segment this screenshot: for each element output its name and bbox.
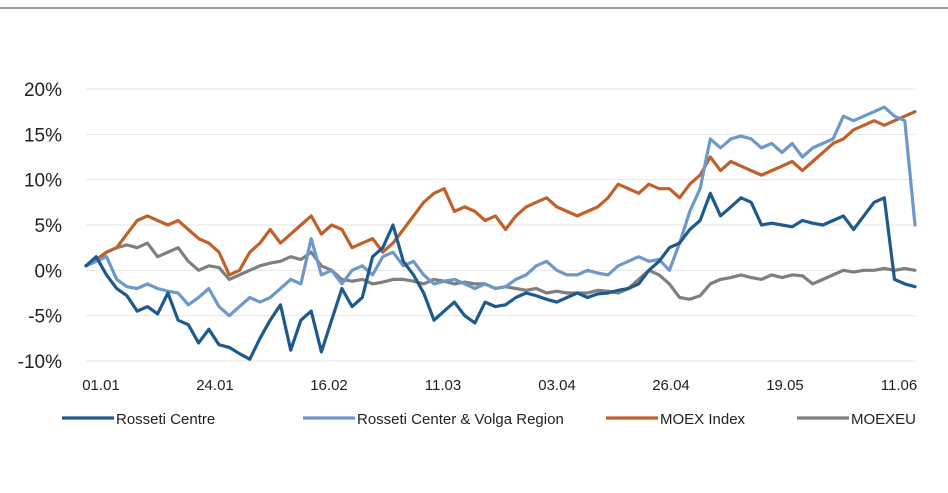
y-tick-label: 20%	[24, 80, 62, 101]
series-line-1	[84, 105, 917, 318]
x-tick-label: 19.05	[766, 377, 804, 394]
x-tick-label: 26.04	[652, 377, 690, 394]
x-tick-label: 24.01	[196, 377, 234, 394]
x-tick-label: 16.02	[310, 377, 348, 394]
y-tick-label: 10%	[24, 171, 62, 192]
top-divider	[0, 7, 948, 9]
x-tick-label: 01.01	[82, 377, 120, 394]
y-tick-label: 0%	[35, 261, 63, 282]
legend-label: Rosseti Centre	[116, 411, 215, 428]
y-tick-label: 5%	[35, 216, 63, 237]
x-tick-label: 11.03	[425, 377, 461, 394]
series-line-2	[84, 110, 917, 277]
y-tick-label: 15%	[24, 125, 62, 146]
x-tick-label: 11.06	[881, 377, 917, 394]
x-tick-label: 03.04	[538, 377, 576, 394]
legend-label: MOEXEU	[851, 411, 916, 428]
legend-label: Rosseti Center & Volga Region	[357, 411, 564, 428]
series-line-0	[84, 191, 917, 361]
x-axis-ticks: 01.01 24.01 16.02 11.03 03.04 26.04 19.05 11.06	[82, 377, 917, 394]
y-axis-ticks: 20% 15% 10% 5% 0% -5% -10%	[18, 80, 62, 373]
y-tick-label: -10%	[18, 352, 62, 373]
y-tick-label: -5%	[28, 307, 62, 328]
legend: Rosseti Centre Rosseti Center & Volga Reg…	[62, 411, 916, 428]
series-lines	[84, 105, 917, 361]
legend-label: MOEX Index	[660, 411, 746, 428]
